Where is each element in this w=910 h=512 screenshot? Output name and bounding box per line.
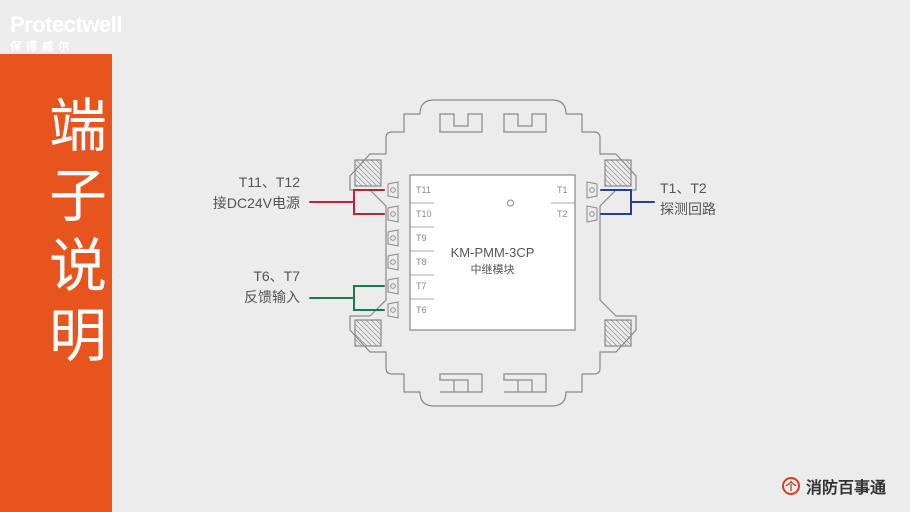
svg-text:T11: T11 <box>416 185 431 195</box>
svg-text:中继模块: 中继模块 <box>471 263 515 276</box>
logo-english: Protectwell <box>10 12 122 38</box>
label-line: 探测回路 <box>660 199 770 220</box>
svg-text:T9: T9 <box>416 233 427 243</box>
svg-text:T1: T1 <box>557 185 568 195</box>
footer-icon: 个 <box>782 477 800 495</box>
label-line: 反馈输入 <box>190 287 300 308</box>
svg-text:T6: T6 <box>416 305 427 315</box>
terminal-diagram: T11、T12 接DC24V电源 T6、T7 反馈输入 T1、T2 探测回路 K… <box>200 60 860 460</box>
label-line: T11、T12 <box>190 172 300 193</box>
page-title: 端子说明 <box>30 95 114 375</box>
label-t11-t12: T11、T12 接DC24V电源 <box>190 172 300 214</box>
label-t6-t7: T6、T7 反馈输入 <box>190 266 300 308</box>
label-t1-t2: T1、T2 探测回路 <box>660 178 770 220</box>
module-svg: KM-PMM-3CP 中继模块 T11 T10 T9 T8 T7 T6 T1 T2 <box>200 60 860 460</box>
logo-chinese: 保 得 威 尔 <box>10 38 122 54</box>
svg-text:T8: T8 <box>416 257 427 267</box>
footer-brand: 个 消防百事通 <box>782 474 886 498</box>
footer-text: 消防百事通 <box>806 474 886 498</box>
label-line: T6、T7 <box>190 266 300 287</box>
svg-text:KM-PMM-3CP: KM-PMM-3CP <box>451 245 535 260</box>
label-line: T1、T2 <box>660 178 770 199</box>
svg-text:T7: T7 <box>416 281 427 291</box>
svg-text:T10: T10 <box>416 209 432 219</box>
brand-logo: Protectwell 保 得 威 尔 <box>10 12 122 54</box>
svg-text:T2: T2 <box>557 209 568 219</box>
label-line: 接DC24V电源 <box>190 193 300 214</box>
